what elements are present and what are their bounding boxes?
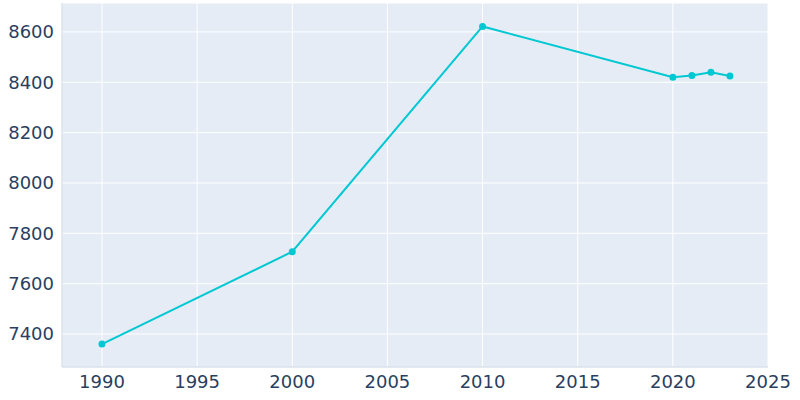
svg-text:1990: 1990 [79,371,125,392]
svg-text:8400: 8400 [8,72,54,93]
svg-text:8000: 8000 [8,172,54,193]
svg-text:2005: 2005 [365,371,411,392]
svg-text:2025: 2025 [745,371,791,392]
svg-text:7600: 7600 [8,273,54,294]
svg-text:7400: 7400 [8,323,54,344]
svg-text:2015: 2015 [555,371,601,392]
svg-text:8600: 8600 [8,21,54,42]
svg-text:2000: 2000 [269,371,315,392]
svg-text:8200: 8200 [8,122,54,143]
svg-text:7800: 7800 [8,223,54,244]
svg-text:1995: 1995 [174,371,220,392]
svg-text:2010: 2010 [460,371,506,392]
svg-text:2020: 2020 [650,371,696,392]
